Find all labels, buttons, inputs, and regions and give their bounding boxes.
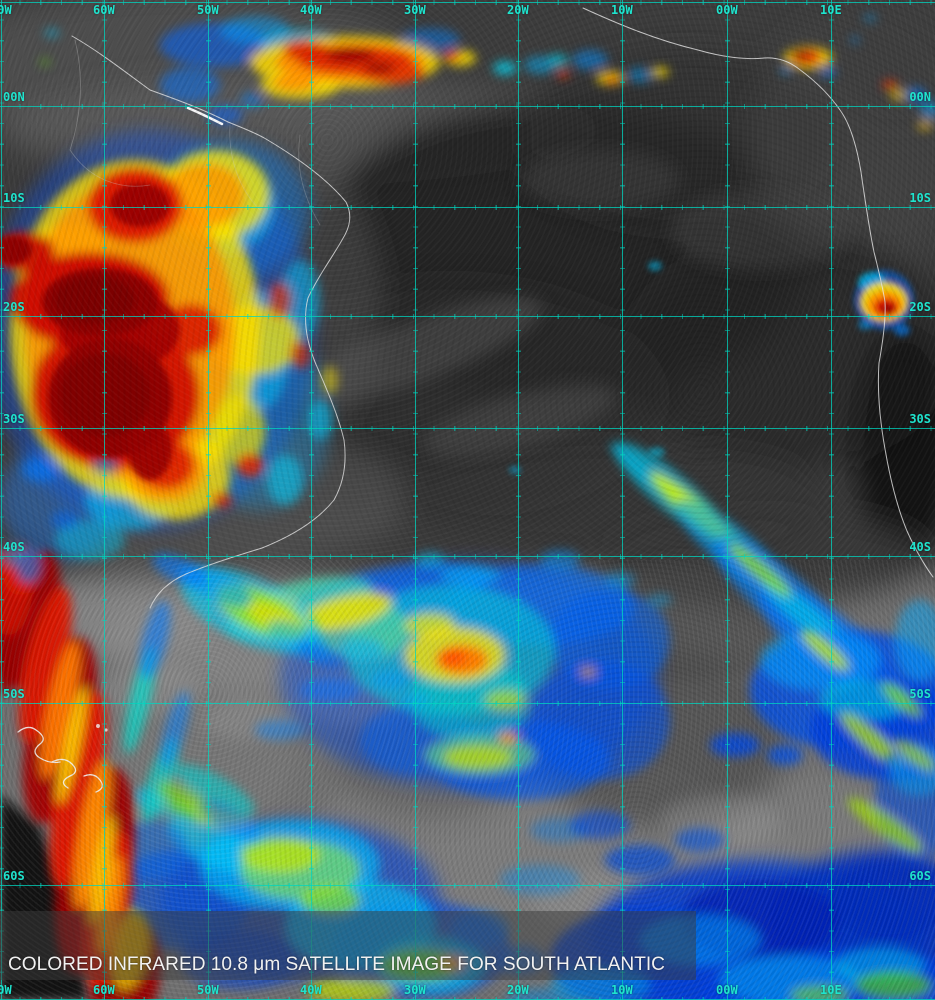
longitude-label-bottom-60W: 60W — [93, 983, 115, 997]
longitude-label-bottom-10E: 10E — [820, 983, 842, 997]
longitude-label-top-00W: 00W — [716, 3, 738, 17]
latitude-label-left-50S: 50S — [3, 687, 25, 701]
chile-fjords — [17, 726, 103, 793]
longitude-label-top-50W: 50W — [197, 3, 219, 17]
map-frame-top — [0, 0, 935, 5]
graticule-meridian-50W — [206, 0, 211, 1000]
latitude-label-left-20S: 20S — [3, 300, 25, 314]
central-cyclone — [226, 550, 672, 800]
latitude-label-right-60S: 60S — [909, 869, 931, 883]
latitude-label-left-00N: 00N — [3, 90, 25, 104]
latitude-label-right-10S: 10S — [909, 191, 931, 205]
graticule-meridian-10E — [829, 0, 834, 1000]
longitude-label-bottom-10W: 10W — [611, 983, 633, 997]
longitude-label-top-30W: 30W — [404, 3, 426, 17]
graticule-parallel-10S — [0, 205, 935, 210]
latitude-label-right-40S: 40S — [909, 540, 931, 554]
caption-title: COLORED INFRARED 10.8 μm SATELLITE IMAGE… — [8, 953, 665, 975]
graticule-meridian-60W — [102, 0, 107, 1000]
longitude-label-top-20W: 20W — [507, 3, 529, 17]
south-america-coastline — [71, 35, 351, 609]
graticule-parallel-00N — [0, 104, 935, 109]
longitude-label-top-10W: 10W — [611, 3, 633, 17]
latitude-label-left-30S: 30S — [3, 412, 25, 426]
longitude-label-top-70W: 70W — [0, 3, 12, 17]
graticule-meridian-20W — [516, 0, 521, 1000]
latitude-label-right-30S: 30S — [909, 412, 931, 426]
graticule-parallel-20S — [0, 314, 935, 319]
graticule-meridian-10W — [620, 0, 625, 1000]
cloud-speck — [96, 724, 100, 728]
latitude-label-left-60S: 60S — [3, 869, 25, 883]
graticule-parallel-50S — [0, 701, 935, 706]
latitude-label-right-50S: 50S — [909, 687, 931, 701]
latitude-label-left-10S: 10S — [3, 191, 25, 205]
longitude-label-top-40W: 40W — [300, 3, 322, 17]
longitude-label-top-10E: 10E — [820, 3, 842, 17]
longitude-label-top-60W: 60W — [93, 3, 115, 17]
left-midlat-band — [152, 553, 344, 669]
longitude-label-bottom-40W: 40W — [300, 983, 322, 997]
caption-background — [0, 911, 696, 980]
graticule-parallel-60S — [0, 883, 935, 888]
country-border-1 — [69, 39, 151, 187]
longitude-label-bottom-00W: 00W — [716, 983, 738, 997]
graticule-parallel-30S — [0, 426, 935, 431]
latitude-label-right-20S: 20S — [909, 300, 931, 314]
longitude-label-bottom-50W: 50W — [197, 983, 219, 997]
graticule-meridian-30W — [413, 0, 418, 1000]
longitude-label-bottom-20W: 20W — [507, 983, 529, 997]
graticule-meridian-00W — [725, 0, 730, 1000]
graticule-parallel-40S — [0, 554, 935, 559]
graticule-meridian-70W — [0, 0, 4, 1000]
image-caption: COLORED INFRARED 10.8 μm SATELLITE IMAGE… — [8, 911, 665, 1000]
country-border-2 — [229, 124, 321, 226]
map-frame-bottom — [0, 997, 935, 1000]
amazon-mouth — [186, 106, 224, 126]
latitude-label-left-40S: 40S — [3, 540, 25, 554]
longitude-label-bottom-30W: 30W — [404, 983, 426, 997]
graticule-meridian-40W — [309, 0, 314, 1000]
coastlines — [17, 7, 934, 793]
latitude-label-right-00N: 00N — [909, 90, 931, 104]
longitude-label-bottom-70W: 70W — [0, 983, 12, 997]
